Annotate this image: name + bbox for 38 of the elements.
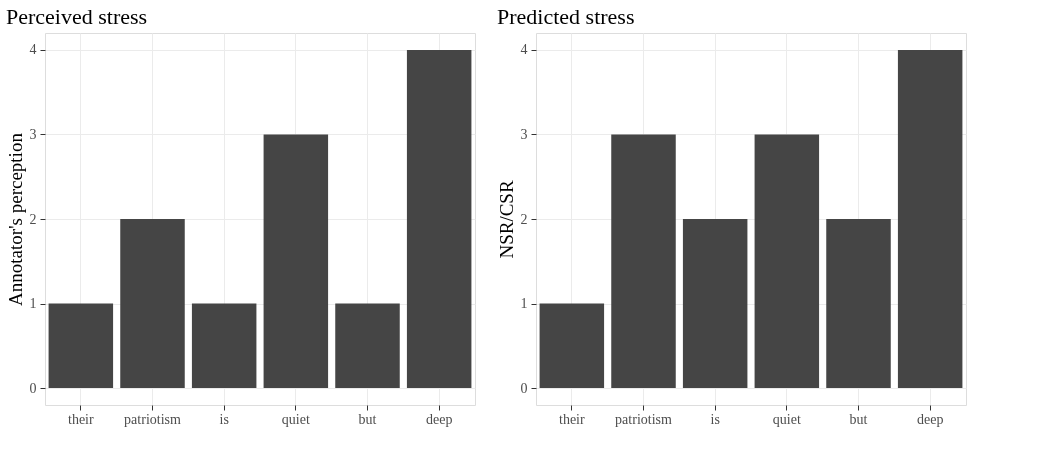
y-tick-label: 2 [520, 211, 528, 227]
bar [406, 49, 472, 389]
bar [826, 219, 891, 389]
x-tick-label: their [559, 411, 585, 427]
bar [611, 134, 676, 389]
bar [48, 303, 114, 389]
x-tick-label: quiet [772, 411, 801, 427]
x-tick-label: but [358, 411, 377, 427]
x-tick-label: patriotism [615, 411, 672, 427]
bar [539, 303, 605, 389]
chart-title: Perceived stress [6, 4, 148, 29]
bar [120, 219, 185, 389]
y-tick-label: 1 [520, 296, 528, 312]
y-tick-label: 4 [29, 42, 37, 58]
bar [263, 134, 329, 389]
y-tick-label: 1 [29, 296, 37, 312]
y-tick-label: 4 [520, 42, 528, 58]
y-tick-label: 0 [520, 380, 528, 396]
bar [335, 303, 400, 389]
x-tick-label: patriotism [124, 411, 181, 427]
bar [682, 219, 748, 389]
x-tick-label: their [68, 411, 94, 427]
y-axis-title: NSR/CSR [495, 180, 517, 259]
y-tick-label: 2 [29, 211, 37, 227]
y-tick-label: 0 [29, 380, 37, 396]
chart-title: Predicted stress [497, 4, 635, 29]
y-tick-label: 3 [29, 126, 37, 142]
bar [191, 303, 257, 389]
y-axis-title: Annotator's perception [4, 132, 26, 306]
x-tick-label: quiet [281, 411, 310, 427]
x-tick-label: is [710, 411, 720, 427]
x-tick-label: deep [425, 411, 453, 427]
bar [754, 134, 820, 389]
y-tick-label: 3 [520, 126, 528, 142]
bar [897, 49, 963, 389]
x-tick-label: but [849, 411, 868, 427]
x-tick-label: is [219, 411, 229, 427]
x-tick-label: deep [916, 411, 944, 427]
